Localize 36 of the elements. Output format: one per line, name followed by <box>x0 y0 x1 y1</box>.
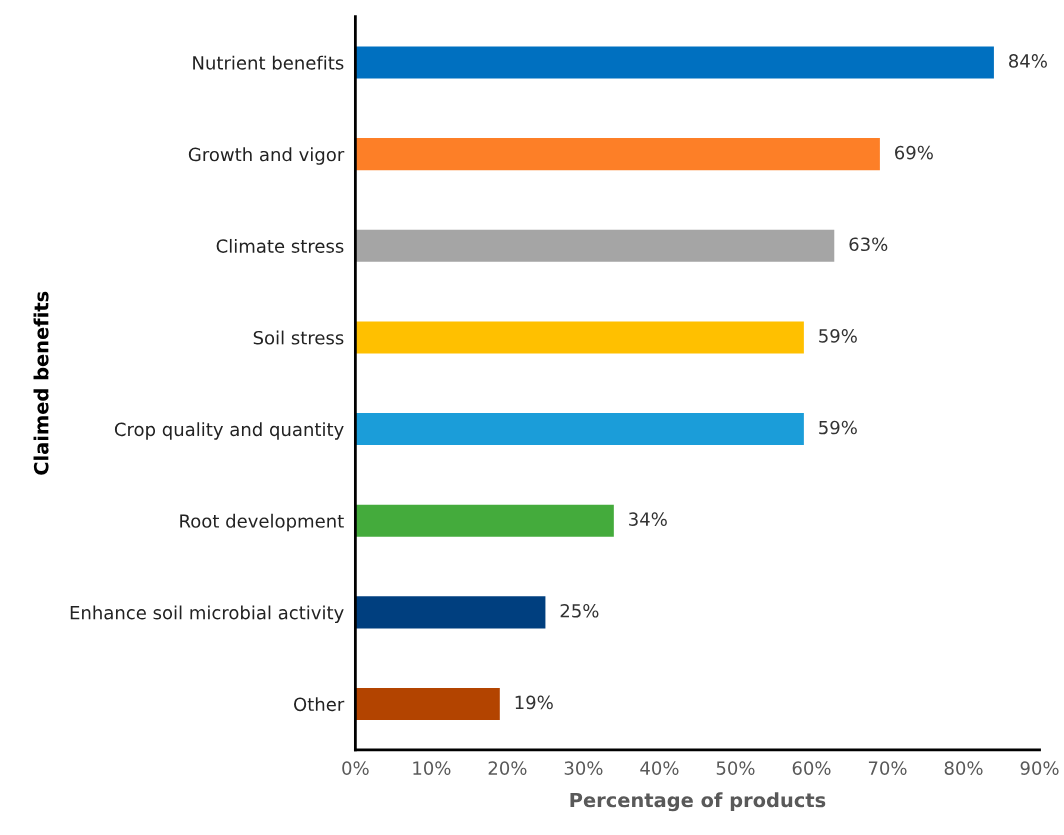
y-tick-label: Enhance soil microbial activity <box>70 605 344 623</box>
data-label: 84% <box>1009 54 1047 68</box>
bar <box>355 46 994 79</box>
x-tick-label: 70% <box>868 761 907 775</box>
bar <box>355 687 500 721</box>
x-tick-label: 20% <box>488 761 527 775</box>
data-label: 63% <box>849 237 888 252</box>
x-tick-label: 90% <box>1020 761 1059 775</box>
data-label: 69% <box>895 145 933 160</box>
bar <box>355 138 880 171</box>
y-tick-label: Soil stress <box>253 330 344 345</box>
x-axis-title: Percentage of products <box>570 792 826 812</box>
y-axis-title: Claimed benefits <box>33 291 49 475</box>
x-tick-label: 40% <box>640 761 679 775</box>
bar <box>355 596 546 629</box>
y-tick-label: Crop quality and quantity <box>114 422 344 440</box>
y-tick-label: Nutrient benefits <box>193 55 344 70</box>
x-tick-label: 50% <box>716 761 755 775</box>
bar <box>355 504 614 537</box>
x-tick-label: 0% <box>342 761 369 775</box>
data-label: 59% <box>819 420 857 435</box>
x-tick-label: 80% <box>944 761 983 775</box>
y-tick-label: Climate stress <box>216 238 344 253</box>
bar <box>355 229 835 262</box>
data-label: 34% <box>629 512 667 526</box>
x-tick-label: 60% <box>792 761 831 775</box>
data-label: 19% <box>515 695 553 710</box>
x-tick-label: 10% <box>413 761 451 775</box>
data-label: 25% <box>560 603 599 618</box>
y-tick-label: Root development <box>180 513 344 532</box>
y-tick-label: Other <box>294 697 345 712</box>
bar <box>355 321 804 354</box>
y-tick-label: Growth and vigor <box>188 147 345 165</box>
x-tick-label: 30% <box>564 761 603 775</box>
bar <box>355 413 804 446</box>
data-label: 59% <box>819 329 857 343</box>
